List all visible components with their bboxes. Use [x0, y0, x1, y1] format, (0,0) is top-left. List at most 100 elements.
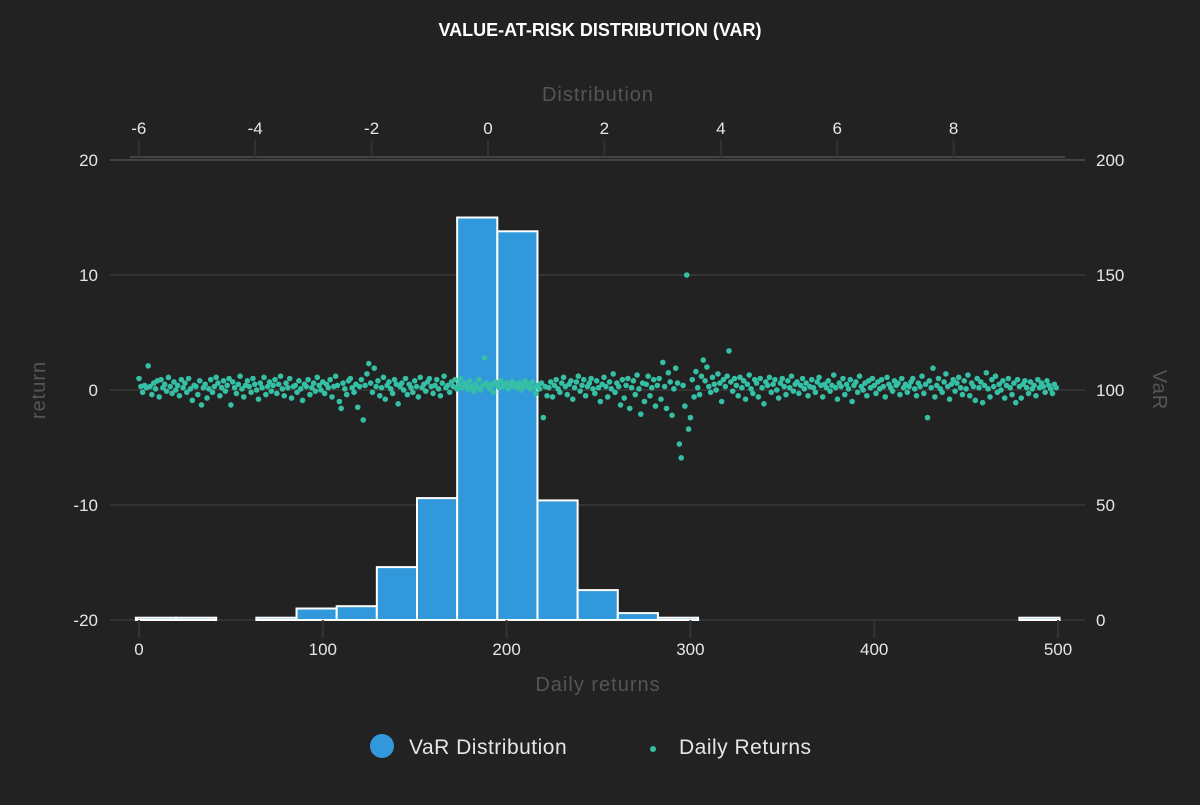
scatter-point	[228, 402, 234, 408]
scatter-point	[272, 376, 278, 383]
scatter-point	[263, 391, 269, 398]
scatter-point	[786, 384, 793, 391]
scatter-point	[239, 386, 245, 392]
scatter-point	[950, 376, 957, 383]
histogram-bars	[134, 216, 1061, 622]
scatter-point	[702, 378, 708, 384]
scatter-point	[647, 392, 653, 399]
scatter-point	[603, 383, 609, 390]
scatter-point	[801, 386, 808, 392]
scatter-point	[297, 386, 304, 392]
scatter-point	[709, 374, 716, 381]
scatter-point	[595, 384, 602, 391]
scatter-point	[139, 389, 146, 396]
histogram-bar	[656, 616, 700, 622]
scatter-point	[864, 392, 870, 399]
scatter-point	[558, 380, 565, 386]
scatter-point	[610, 371, 617, 377]
scatter-point	[954, 380, 960, 386]
scatter-point	[522, 378, 528, 384]
scatter-point	[373, 383, 379, 390]
scatter-point	[987, 394, 993, 400]
scatter-point	[557, 389, 563, 396]
scatter-point	[856, 373, 863, 380]
scatter-point	[187, 386, 194, 392]
scatter-point	[906, 383, 912, 390]
scatter-point	[288, 395, 295, 401]
scatter-point	[529, 379, 536, 385]
scatter-point	[145, 363, 151, 369]
left-tick-label: 20	[79, 151, 98, 170]
scatter-point	[1044, 378, 1050, 384]
scatter-point	[645, 373, 651, 380]
scatter-point	[860, 387, 866, 393]
scatter-point	[705, 383, 712, 390]
scatter-point	[470, 388, 477, 394]
scatter-point	[814, 379, 821, 385]
scatter-point	[586, 380, 593, 386]
top-tick-label: -4	[248, 119, 263, 138]
scatter-point	[329, 394, 335, 400]
scatter-point	[332, 373, 339, 380]
scatter-point	[156, 394, 163, 400]
scatter-point	[569, 396, 576, 403]
scatter-point	[551, 382, 558, 389]
scatter-point	[621, 395, 628, 401]
histogram-bar	[576, 589, 619, 621]
scatter-point	[1018, 395, 1025, 401]
scatter-point	[1047, 386, 1054, 392]
scatter-point	[996, 381, 1002, 388]
scatter-point	[658, 396, 664, 403]
scatter-point	[544, 392, 550, 399]
scatter-point	[742, 396, 749, 403]
scatter-point	[823, 384, 830, 391]
scatter-point	[292, 382, 299, 389]
scatter-point	[222, 388, 229, 394]
scatter-point	[832, 384, 839, 391]
scatter-point	[983, 369, 990, 376]
scatter-point	[654, 382, 661, 389]
scatter-point	[661, 383, 668, 390]
scatter-point	[799, 375, 806, 382]
top-tick-label: -2	[364, 119, 379, 138]
scatter-point	[327, 376, 333, 383]
scatter-point	[404, 391, 411, 398]
scatter-point	[279, 386, 286, 392]
scatter-point	[739, 384, 745, 391]
scatter-point	[810, 384, 817, 391]
scatter-point	[691, 394, 697, 400]
scatter-point	[853, 379, 859, 385]
scatter-point	[248, 389, 254, 396]
scatter-point	[841, 391, 848, 398]
histogram-bar	[415, 497, 459, 622]
scatter-point	[229, 379, 236, 385]
scatter-point	[422, 388, 429, 394]
scatter-point	[680, 382, 686, 389]
scatter-point	[803, 380, 809, 386]
legend-item-var-distribution[interactable]: VaR Distribution	[370, 734, 567, 759]
top-tick-label: 8	[949, 119, 958, 138]
scatter-point	[770, 381, 776, 388]
scatter-point	[266, 379, 273, 385]
scatter-point	[744, 381, 751, 388]
scatter-points	[136, 272, 1059, 461]
scatter-point	[966, 392, 973, 399]
scatter-point	[417, 374, 424, 381]
scatter-point	[757, 375, 764, 382]
legend-item-daily-returns[interactable]: Daily Returns	[650, 736, 812, 759]
scatter-point	[733, 382, 740, 389]
scatter-point	[797, 382, 804, 389]
scatter-point	[198, 402, 205, 408]
scatter-point	[264, 383, 271, 390]
scatter-point	[172, 387, 179, 393]
histogram-bar	[255, 616, 298, 622]
scatter-point	[693, 368, 699, 375]
scatter-point	[992, 373, 999, 380]
scatter-point	[685, 426, 692, 432]
scatter-point	[147, 383, 153, 390]
scatter-point	[678, 455, 685, 461]
scatter-point	[582, 392, 589, 399]
scatter-point	[481, 355, 488, 361]
scatter-point	[178, 376, 185, 383]
